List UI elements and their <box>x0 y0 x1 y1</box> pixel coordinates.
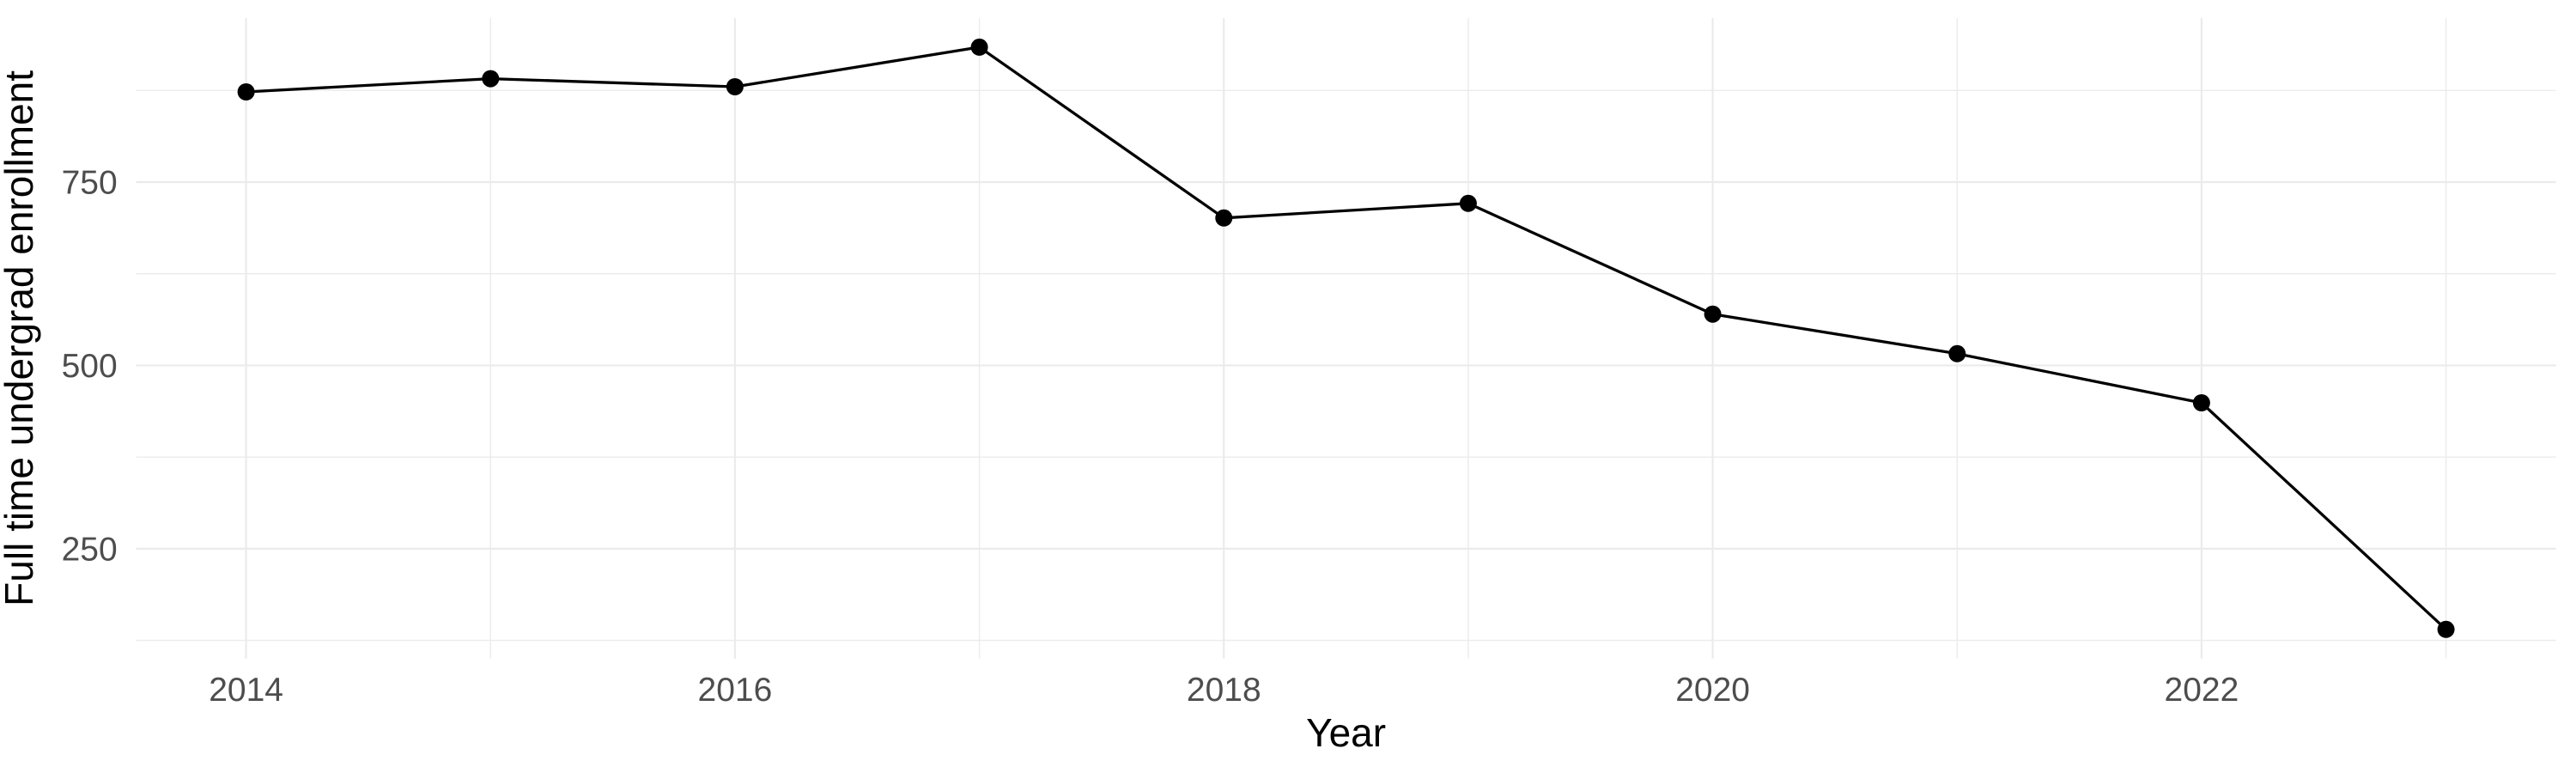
x-tick-label: 2014 <box>209 672 283 709</box>
data-point <box>1215 209 1233 227</box>
data-point <box>2192 394 2210 411</box>
y-tick-label: 500 <box>62 348 118 385</box>
axis-tick-labels: 250 500 750 2014 2016 2018 2020 2022 <box>62 165 2239 709</box>
data-point <box>482 70 500 88</box>
data-point <box>1948 344 1966 362</box>
data-series <box>237 38 2455 638</box>
minor-gridlines <box>136 18 2556 659</box>
x-axis-title: Year <box>1306 710 1386 755</box>
trend-line <box>246 46 2447 631</box>
x-tick-label: 2016 <box>698 672 773 709</box>
x-tick-label: 2018 <box>1187 672 1261 709</box>
x-tick-label: 2022 <box>2165 672 2239 709</box>
y-tick-label: 750 <box>62 165 118 202</box>
x-tick-label: 2020 <box>1675 672 1750 709</box>
data-point <box>726 78 744 95</box>
major-gridlines <box>136 18 2556 659</box>
data-point <box>970 38 988 56</box>
data-point <box>1704 305 1722 323</box>
data-point <box>2437 620 2455 638</box>
data-point <box>237 83 255 100</box>
y-tick-label: 250 <box>62 532 118 569</box>
y-axis-title: Full time undergrad enrollment <box>0 70 41 606</box>
data-point <box>1459 194 1477 212</box>
